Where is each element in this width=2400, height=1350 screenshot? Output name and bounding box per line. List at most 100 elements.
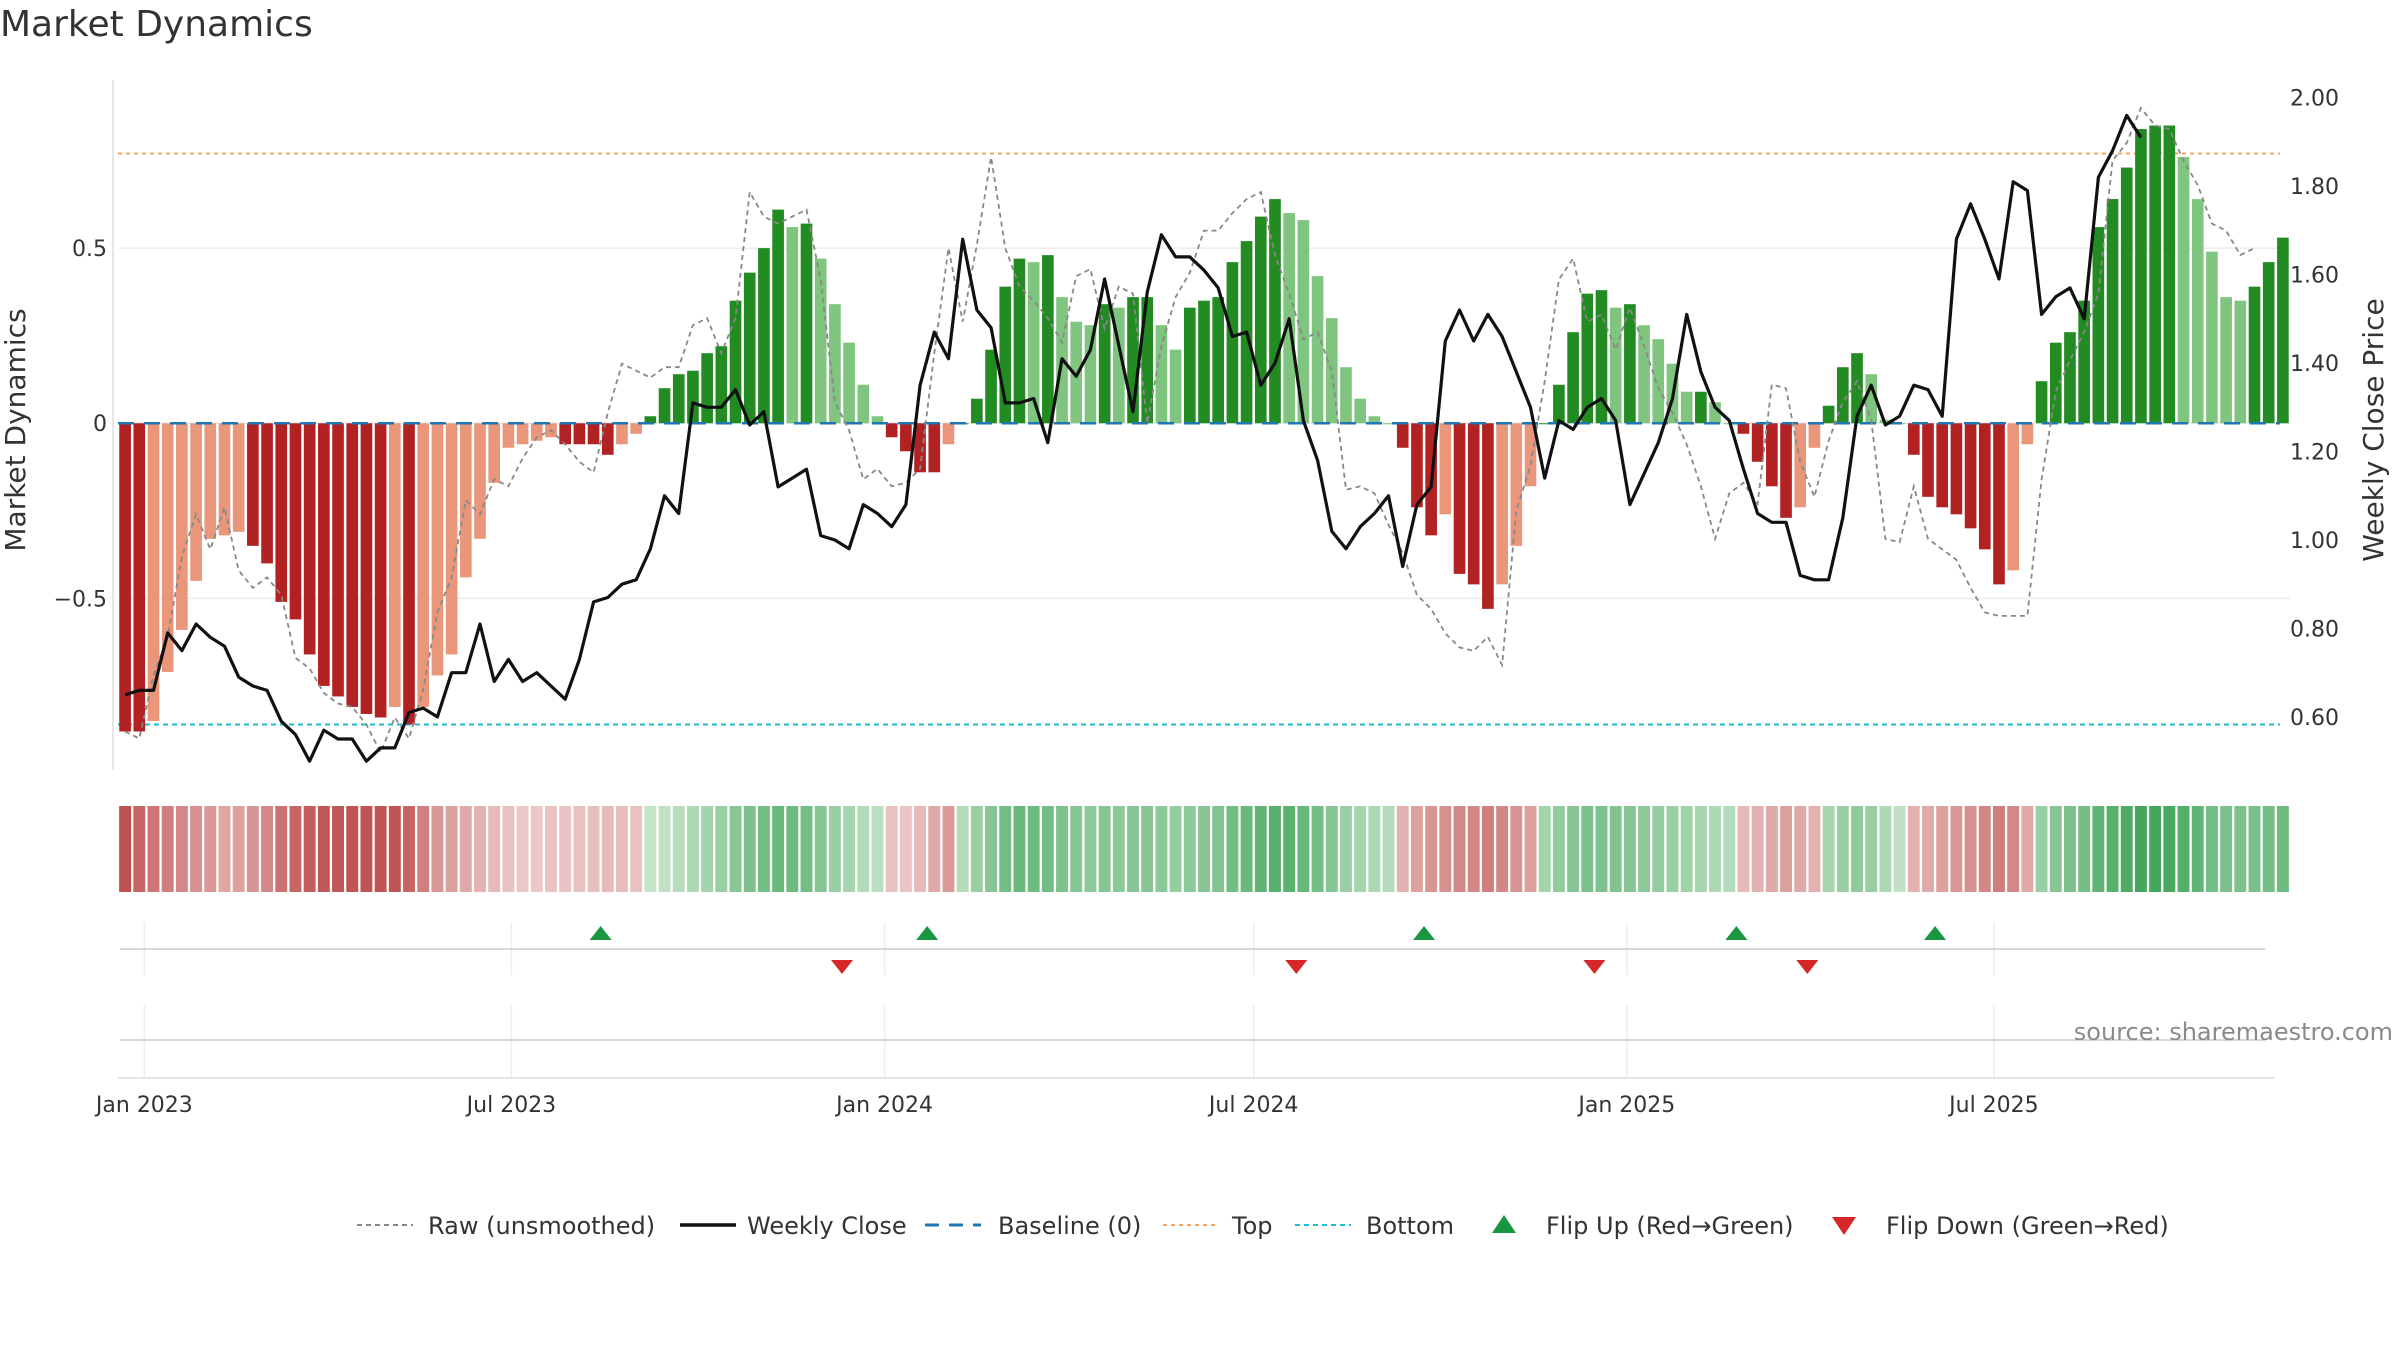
md-bar: [1922, 423, 1934, 497]
regime-cell: [1765, 806, 1778, 892]
regime-cell: [403, 806, 415, 892]
md-bar: [1837, 367, 1849, 424]
md-bar: [488, 423, 501, 483]
md-bar: [502, 423, 515, 448]
md-bar: [559, 423, 571, 445]
regime-cell: [2106, 806, 2119, 892]
md-bar: [1595, 290, 1608, 424]
regime-cell: [1410, 806, 1423, 892]
md-bar: [1212, 297, 1225, 424]
regime-cell: [218, 806, 231, 892]
md-bar: [389, 423, 401, 707]
regime-cell: [970, 806, 983, 892]
md-bar: [1822, 405, 1835, 424]
regime-cell: [587, 806, 600, 892]
x-tick-label: Jan 2025: [1576, 1093, 1675, 1118]
md-bar: [1084, 325, 1097, 424]
regime-cell: [1595, 806, 1608, 892]
regime-cell: [119, 806, 132, 892]
md-bar: [1638, 325, 1650, 424]
empty-panel: [118, 1005, 2275, 1079]
md-bar: [1411, 423, 1423, 508]
md-bar: [616, 423, 628, 445]
md-bar: [1794, 423, 1807, 508]
regime-cell: [2276, 806, 2289, 892]
regime-cell: [1013, 806, 1026, 892]
flip-up-marker: [1725, 926, 1748, 940]
x-tick-label: Jan 2024: [834, 1093, 933, 1118]
legend-label: Bottom: [1366, 1212, 1454, 1240]
regime-cell: [1524, 806, 1537, 892]
legend-label: Top: [1231, 1212, 1273, 1240]
md-bar: [1766, 423, 1778, 487]
regime-cell: [743, 806, 756, 892]
md-bar: [1127, 297, 1139, 424]
regime-cell: [985, 806, 998, 892]
legend-label: Flip Up (Red→Green): [1546, 1212, 1794, 1240]
md-bar: [2234, 300, 2247, 424]
md-bar: [1567, 332, 1579, 424]
md-bar: [743, 272, 756, 424]
regime-cell: [999, 806, 1012, 892]
md-bar: [758, 248, 770, 424]
flip-down-marker: [1796, 960, 1819, 974]
md-bar: [1013, 258, 1026, 424]
regime-cell: [1950, 806, 1963, 892]
regime-cell: [1098, 806, 1111, 892]
md-bar: [701, 353, 713, 424]
legend-label: Flip Down (Green→Red): [1886, 1212, 2169, 1240]
regime-cell: [1694, 806, 1707, 892]
md-bar: [1141, 297, 1154, 424]
regime-cell: [360, 806, 373, 892]
flip-down-marker: [831, 960, 853, 974]
md-bar: [573, 423, 586, 445]
md-bar: [190, 423, 202, 581]
md-bar: [2064, 332, 2076, 424]
regime-cell: [772, 806, 785, 892]
md-bar: [459, 423, 472, 578]
regime-cell: [1212, 806, 1225, 892]
md-bar: [1538, 423, 1551, 425]
regime-cell: [871, 806, 884, 892]
y-tick-label: 0.5: [72, 237, 107, 262]
regime-cell: [2120, 806, 2133, 892]
md-bar: [1936, 423, 1949, 508]
regime-cell: [2021, 806, 2034, 892]
md-bar: [914, 423, 926, 473]
md-bar: [1183, 307, 1196, 424]
md-bar: [587, 423, 600, 445]
md-bar: [2106, 199, 2119, 424]
md-bar: [204, 423, 217, 539]
md-bar: [1964, 423, 1977, 529]
md-bar: [715, 346, 728, 424]
regime-cell: [317, 806, 330, 892]
md-bar: [601, 423, 614, 455]
regime-cell: [1325, 806, 1338, 892]
md-bar: [729, 300, 742, 424]
weekly-close-series: [124, 113, 2143, 763]
md-bar: [119, 423, 131, 732]
regime-cell: [1496, 806, 1509, 892]
regime-cell: [928, 806, 941, 892]
regime-cell: [1751, 806, 1764, 892]
regime-cell: [459, 806, 472, 892]
y2-axis-title: Weekly Close Price: [2357, 298, 2390, 561]
regime-cell: [1226, 806, 1239, 892]
regime-cell: [2177, 806, 2190, 892]
md-bar: [2021, 423, 2034, 445]
regime-cell: [332, 806, 345, 892]
legend-flip-down-swatch: [1832, 1217, 1856, 1235]
md-bar: [1340, 367, 1352, 424]
md-bar: [829, 304, 841, 424]
y2-tick-label: 1.00: [2290, 529, 2339, 554]
regime-cell: [1680, 806, 1693, 892]
md-bar: [786, 227, 799, 424]
legend-label: Raw (unsmoothed): [428, 1212, 655, 1240]
md-bar: [2262, 262, 2275, 424]
regime-cell: [828, 806, 841, 892]
regime-cell: [1127, 806, 1139, 892]
md-bar: [800, 223, 813, 424]
md-bar: [2135, 129, 2147, 424]
regime-cell: [2205, 806, 2218, 892]
regime-cell: [1269, 806, 1281, 892]
